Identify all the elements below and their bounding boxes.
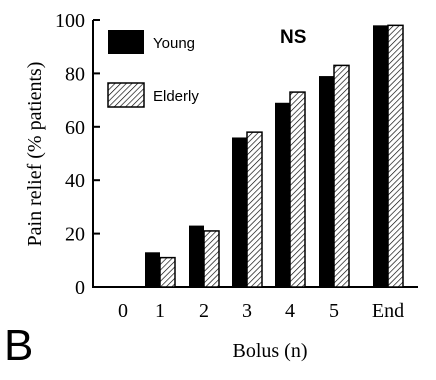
bar-elderly-1 [159,256,176,288]
bars [145,24,404,288]
bar-young-end [373,25,388,288]
legend-swatch-young [108,30,144,54]
x-ticks: 0 1 2 3 4 5 End [118,300,404,322]
x-tick-label: 2 [199,300,209,322]
x-tick-label: End [372,300,404,322]
y-tick-label: 20 [65,224,85,246]
bar-elderly-5 [333,64,350,288]
legend-label-young: Young [153,35,195,52]
bar-elderly-3 [246,131,263,288]
bar-young-3 [232,137,247,287]
x-tick-label: 1 [155,300,165,322]
significance-annotation: NS [280,27,306,48]
y-tick-label: 60 [65,117,85,139]
y-tick-label: 100 [55,10,85,32]
y-tick-label: 40 [65,170,85,192]
y-axis-label: Pain relief (% patients) [24,62,46,247]
bar-young-1 [145,252,160,287]
bar-elderly-2 [203,230,220,288]
x-tick-label: 3 [242,300,252,322]
bar-young-4 [275,102,290,288]
bar-young-2 [189,225,204,287]
x-tick-label: 5 [329,300,339,322]
bar-young-5 [319,76,334,287]
legend: Young Elderly [107,30,199,108]
legend-swatch-elderly [107,82,145,108]
panel-label: B [4,321,34,370]
x-tick-label: 0 [118,300,128,322]
bar-elderly-end [387,24,404,288]
y-tick-label: 0 [75,277,85,299]
y-tick-label: 80 [65,63,85,85]
x-axis-label: Bolus (n) [233,340,308,362]
x-tick-label: 4 [285,300,295,322]
legend-label-elderly: Elderly [153,88,199,105]
bar-elderly-4 [289,91,306,288]
y-ticks: 0 20 40 60 80 100 [55,10,100,299]
